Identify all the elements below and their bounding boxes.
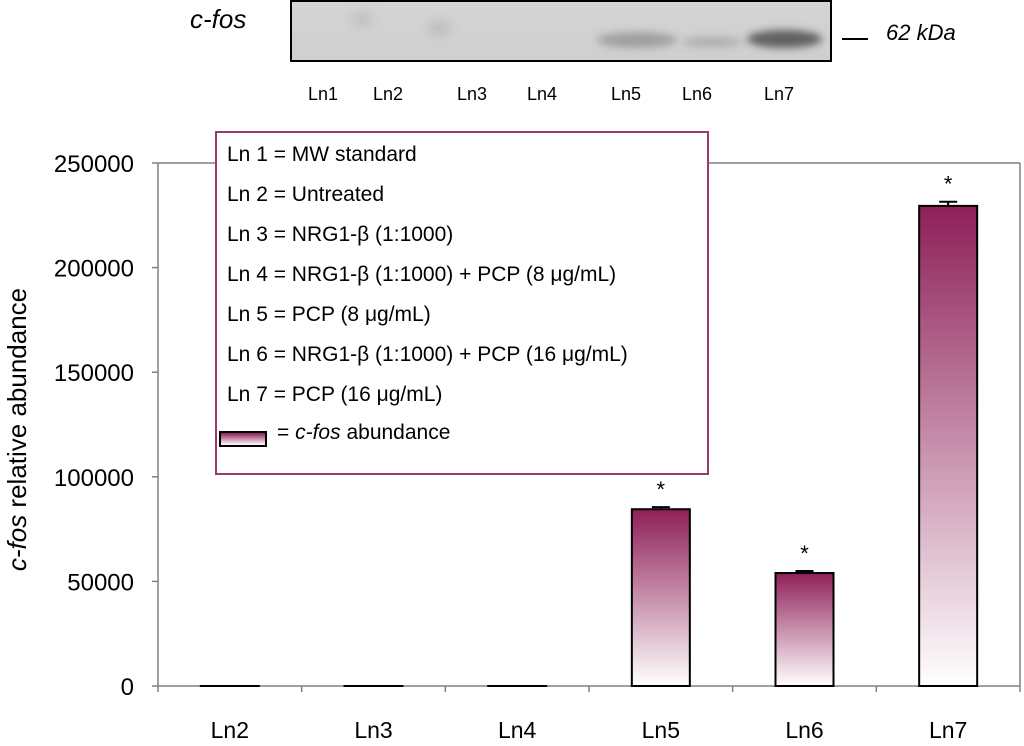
x-tick-label: Ln3	[354, 717, 392, 743]
western-blot-image	[290, 0, 832, 62]
legend-swatch-prefix: =	[277, 421, 296, 444]
blot-band-ln7	[747, 30, 822, 48]
legend-swatch-suffix: abundance	[340, 421, 451, 444]
y-tick-label: 200000	[54, 256, 134, 283]
bar-ln7	[918, 204, 979, 688]
legend-line-ln2: Ln 2 = Untreated	[227, 183, 385, 206]
y-axis-title-italic: c-fos	[2, 515, 32, 571]
legend-line-ln1: Ln 1 = MW standard	[227, 143, 417, 166]
blot-lane-label-ln5: Ln5	[611, 84, 642, 104]
legend-swatch-italic: c-fos	[295, 421, 341, 444]
y-tick-label: 0	[121, 674, 134, 701]
y-tick-label: 50000	[67, 569, 134, 596]
blot-band-faint	[352, 12, 372, 26]
blot-band-faint-2	[427, 20, 451, 36]
blot-lane-label-ln2: Ln2	[373, 84, 404, 104]
blot-lane-label-ln4: Ln4	[527, 84, 558, 104]
legend-line-ln3: Ln 3 = NRG1-β (1:1000)	[227, 223, 454, 246]
significance-marker: *	[657, 477, 666, 502]
x-tick-label: Ln6	[785, 717, 823, 743]
y-axis-title: c-fos relative abundance	[2, 288, 32, 571]
x-tick-label: Ln2	[211, 717, 249, 743]
blot-lane-label-ln6: Ln6	[682, 84, 713, 104]
y-tick-label: 100000	[54, 465, 134, 492]
legend-line-ln4: Ln 4 = NRG1-β (1:1000) + PCP (8 μg/mL)	[227, 263, 617, 286]
mw-marker-tick	[842, 38, 868, 40]
blot-lane-label-ln7: Ln7	[764, 84, 795, 104]
legend-swatch	[219, 431, 267, 447]
y-tick-label: 150000	[54, 360, 134, 387]
legend-swatch-text: = c-fos abundance	[277, 421, 450, 445]
chart-legend: Ln 1 = MW standard Ln 2 = Untreated Ln 3…	[215, 131, 709, 475]
legend-line-ln7: Ln 7 = PCP (16 μg/mL)	[227, 383, 443, 406]
significance-marker: *	[800, 541, 809, 566]
mw-marker-label: 62 kDa	[886, 20, 956, 45]
x-tick-label: Ln5	[642, 717, 680, 743]
y-tick-label: 250000	[54, 151, 134, 178]
x-tick-label: Ln7	[929, 717, 967, 743]
blot-lane-label-ln3: Ln3	[457, 84, 488, 104]
significance-marker: *	[944, 172, 953, 197]
x-tick-label: Ln4	[498, 717, 537, 743]
blot-band-ln5	[597, 32, 677, 48]
bar-ln5	[630, 508, 691, 688]
legend-line-ln5: Ln 5 = PCP (8 μg/mL)	[227, 303, 431, 326]
blot-lane-label-ln1: Ln1	[308, 84, 339, 104]
legend-line-ln6: Ln 6 = NRG1-β (1:1000) + PCP (16 μg/mL)	[227, 343, 628, 366]
blot-band-ln6	[682, 37, 742, 47]
blot-label: c-fos	[190, 4, 247, 34]
bar-ln6	[774, 572, 835, 687]
y-axis-title-rest: relative abundance	[2, 288, 32, 515]
